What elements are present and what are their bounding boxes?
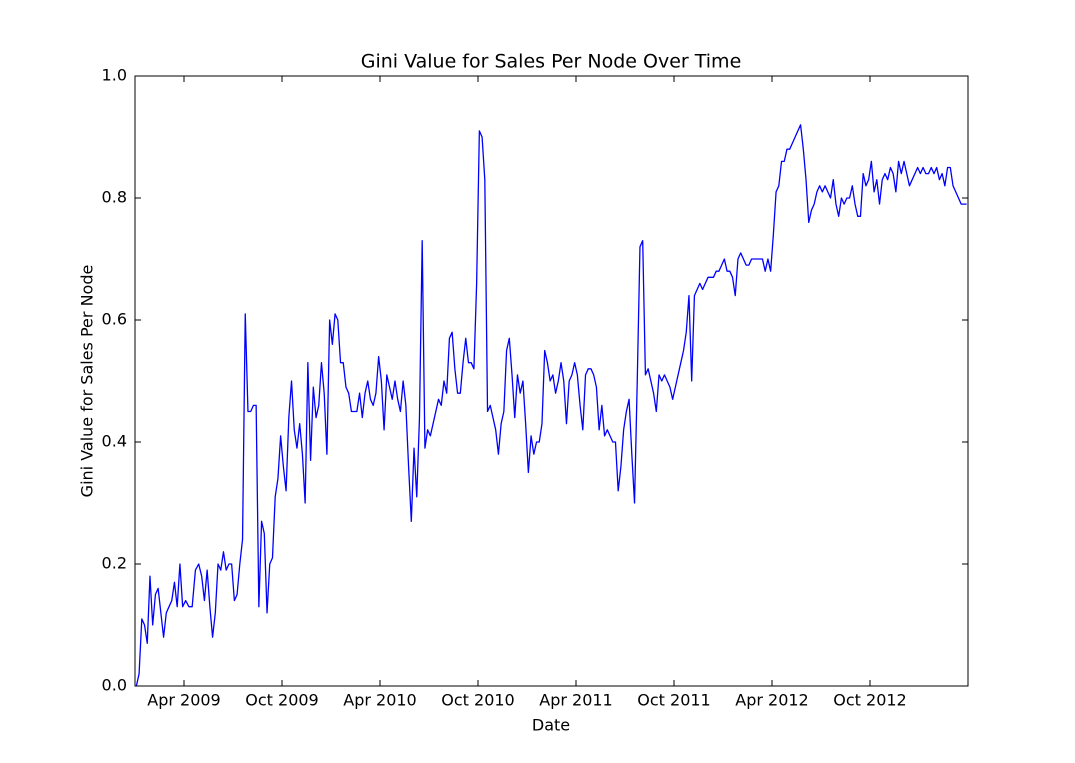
y-axis-label: Gini Value for Sales Per Node [78,265,97,498]
x-tick-label: Oct 2012 [833,691,906,710]
y-tick-label: 0.0 [102,676,127,695]
chart-title: Gini Value for Sales Per Node Over Time [361,51,742,73]
x-tick-label: Apr 2009 [147,691,220,710]
x-axis-label: Date [532,716,570,735]
x-tick-label: Apr 2010 [343,691,416,710]
x-tick-label: Apr 2012 [735,691,808,710]
data-line [135,124,967,687]
plot-frame [134,75,969,687]
x-tick-label: Oct 2009 [245,691,318,710]
y-tick-label: 0.4 [102,432,127,451]
y-tick-label: 0.2 [102,554,127,573]
x-tick-label: Apr 2011 [539,691,612,710]
y-tick-label: 1.0 [102,66,127,85]
x-tick-label: Oct 2010 [441,691,514,710]
y-tick-label: 0.8 [102,188,127,207]
y-tick-label: 0.6 [102,310,127,329]
x-tick-label: Oct 2011 [637,691,710,710]
